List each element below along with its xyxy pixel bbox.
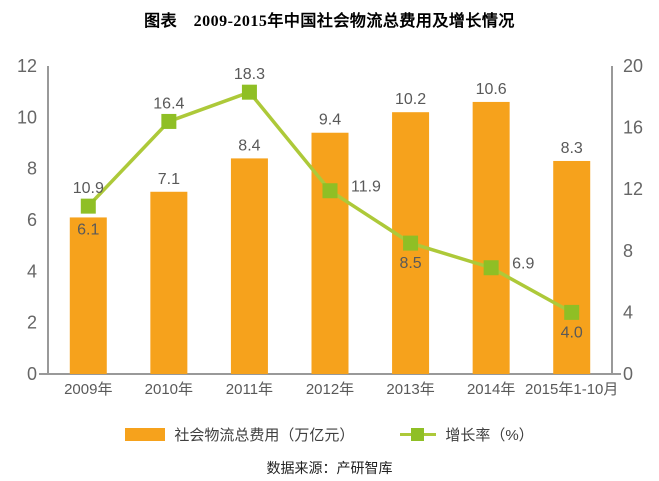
- line-marker-2015年1-10月: [564, 304, 580, 320]
- bar-2014年: [472, 101, 510, 374]
- line-marker-swatch-icon: [400, 427, 437, 442]
- legend-line-marker: [411, 428, 425, 441]
- x-axis-label: 2013年: [386, 381, 434, 398]
- bar-value-label: 6.1: [77, 221, 99, 238]
- data-source: 数据来源：产研智库: [266, 460, 393, 476]
- x-axis-label: 2012年: [306, 381, 354, 398]
- legend-item-line: 增长率（%）: [400, 424, 534, 445]
- x-axis-label: 2015年1-10月: [525, 381, 618, 398]
- bar-value-label: 8.3: [561, 140, 583, 157]
- bar-2011年: [230, 158, 268, 374]
- line-value-label: 6.9: [512, 256, 534, 273]
- line-value-label: 4.0: [561, 324, 583, 341]
- bar-value-label: 10.6: [476, 81, 507, 98]
- line-marker-2012年: [322, 183, 338, 199]
- x-axis-label: 2009年: [64, 381, 112, 398]
- chart-title: 图表 2009-2015年中国社会物流总费用及增长情况: [144, 13, 515, 30]
- bar-value-label: 7.1: [158, 171, 180, 188]
- right-axis-tick-label: 4: [623, 302, 633, 322]
- left-axis-tick-label: 6: [27, 210, 37, 230]
- right-axis-tick-label: 20: [623, 56, 643, 76]
- x-axis-label: 2011年: [226, 381, 273, 398]
- right-axis-tick-label: 16: [623, 118, 643, 138]
- line-marker-2009年: [80, 198, 96, 214]
- x-axis-label: 2014年: [467, 381, 515, 398]
- line-value-label: 18.3: [234, 66, 265, 83]
- bar-2015年1-10月: [553, 160, 591, 374]
- line-marker-2013年: [403, 235, 419, 251]
- line-value-label: 16.4: [153, 95, 184, 112]
- legend-item-bar: 社会物流总费用（万亿元）: [125, 424, 354, 445]
- left-axis-tick-label: 4: [27, 261, 37, 281]
- left-axis-tick-label: 0: [27, 364, 37, 384]
- line-marker-2011年: [241, 84, 257, 100]
- bar-2009年: [69, 217, 107, 374]
- legend-line-label: 增长率（%）: [445, 427, 534, 444]
- left-axis-tick-label: 2: [27, 313, 37, 333]
- left-axis-tick-label: 12: [17, 56, 37, 76]
- bar-value-label: 10.2: [395, 91, 426, 108]
- legend-bar-label: 社会物流总费用（万亿元）: [174, 427, 355, 444]
- x-axis-label: 2010年: [145, 381, 193, 398]
- right-axis-tick-label: 12: [623, 179, 643, 199]
- legend: 社会物流总费用（万亿元） 增长率（%）: [0, 424, 659, 445]
- line-marker-2014年: [483, 260, 499, 276]
- bar-swatch-icon: [125, 428, 166, 441]
- bar-value-label: 8.4: [238, 137, 260, 154]
- right-axis-tick-label: 0: [623, 364, 633, 384]
- line-value-label: 10.9: [73, 180, 104, 197]
- left-axis-tick-label: 10: [17, 107, 37, 127]
- left-axis-tick-label: 8: [27, 159, 37, 179]
- line-value-label: 8.5: [399, 255, 421, 272]
- line-marker-2010年: [161, 113, 177, 129]
- bar-value-label: 9.4: [319, 112, 341, 129]
- bar-2010年: [150, 191, 188, 374]
- right-axis-tick-label: 8: [623, 241, 633, 261]
- bar-2012年: [311, 132, 349, 374]
- line-value-label: 11.9: [351, 179, 381, 196]
